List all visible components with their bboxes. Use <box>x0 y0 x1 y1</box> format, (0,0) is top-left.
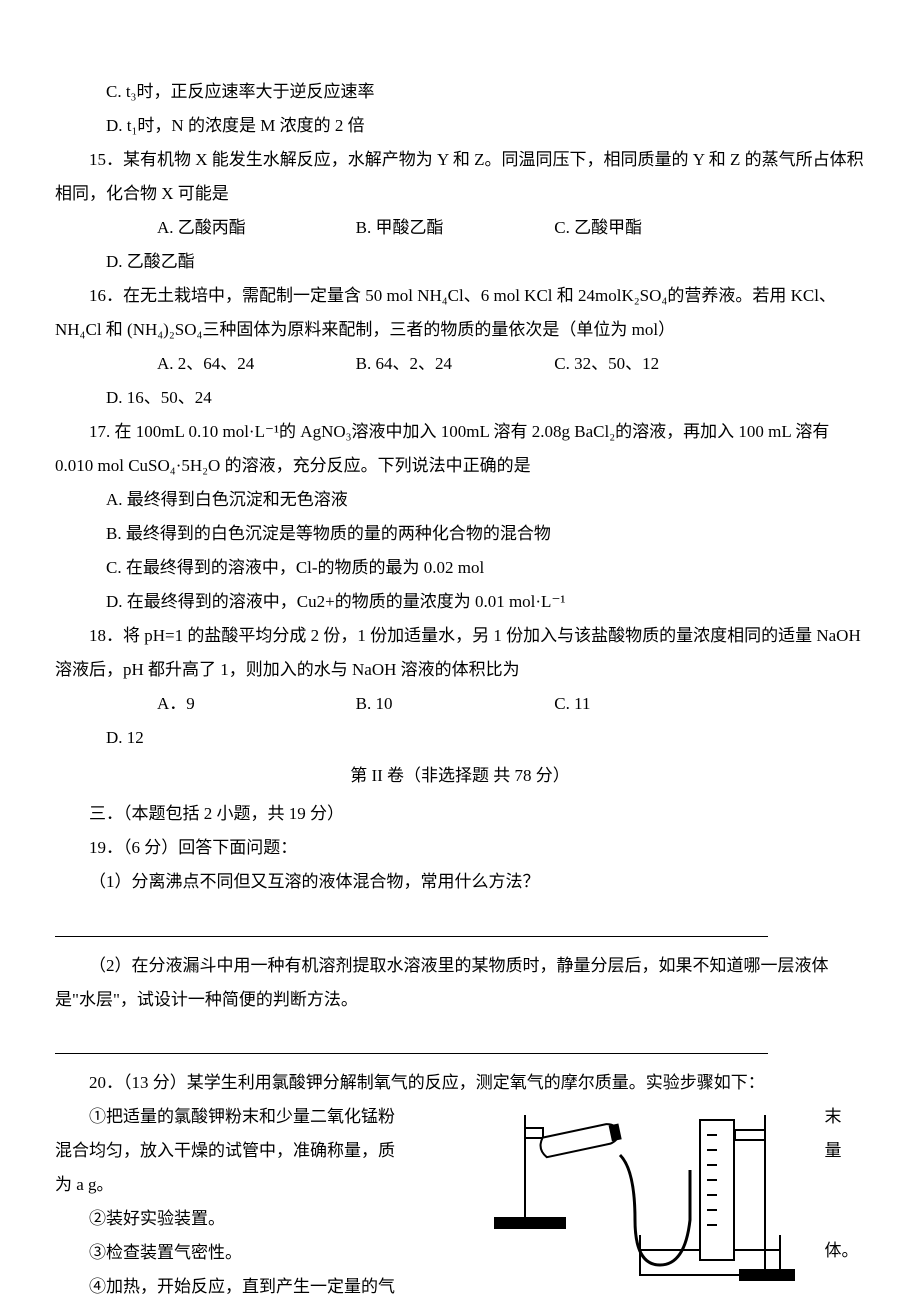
q15-opt-a: A. 乙酸丙酯 <box>106 211 300 245</box>
q19-p1: （1）分离沸点不同但又互溶的液体混合物，常用什么方法？ <box>55 865 865 899</box>
q16-stem: 16．在无土栽培中，需配制一定量含 50 mol NH₄Cl、6 mol KCl… <box>55 279 865 347</box>
q19-head: 19．（6 分）回答下面问题： <box>55 831 865 865</box>
q20-s4: ③检查装置气密性。 <box>55 1236 476 1270</box>
q15-stem: 15．某有机物 X 能发生水解反应，水解产物为 Y 和 Z。同温同压下，相同质量… <box>55 143 865 211</box>
section3-header: 三．（本题包括 2 小题，共 19 分） <box>55 797 865 831</box>
q17-opt-c: C. 在最终得到的溶液中，Cl-的物质的最为 0.02 mol <box>55 551 865 585</box>
q20-s1-left: ①把适量的氯酸钾粉末和少量二氧化锰粉 <box>55 1100 476 1134</box>
q20-s5-right: 体。 <box>825 1234 866 1268</box>
q18-stem: 18．将 pH=1 的盐酸平均分成 2 份，1 份加适量水，另 1 份加入与该盐… <box>55 619 865 687</box>
q17-opt-a: A. 最终得到白色沉淀和无色溶液 <box>55 483 865 517</box>
q15-options: A. 乙酸丙酯 B. 甲酸乙酯 C. 乙酸甲酯 D. 乙酸乙酯 <box>55 211 865 279</box>
q15-opt-d: D. 乙酸乙酯 <box>55 245 249 279</box>
q17-stem: 17. 在 100mL 0.10 mol·L⁻¹的 AgNO₃溶液中加入 100… <box>55 415 865 483</box>
q19-p2: （2）在分液漏斗中用一种有机溶剂提取水溶液里的某物质时，静量分层后，如果不知道哪… <box>55 949 865 1017</box>
q18-opt-b: B. 10 <box>305 687 499 721</box>
q17-opt-b: B. 最终得到的白色沉淀是等物质的量的两种化合物的混合物 <box>55 517 865 551</box>
q18-opt-d: D. 12 <box>55 721 249 755</box>
q16-opt-a: A. 2、64、24 <box>106 347 300 381</box>
q17-opt-d: D. 在最终得到的溶液中，Cu2+的物质的量浓度为 0.01 mol·L⁻¹ <box>55 585 865 619</box>
apparatus-figure <box>485 1100 795 1300</box>
q14-option-d: D. t₁时，N 的浓度是 M 浓度的 2 倍 <box>55 109 865 143</box>
q16-options: A. 2、64、24 B. 64、2、24 C. 32、50、12 D. 16、… <box>55 347 865 415</box>
q20-s5-left: ④加热，开始反应，直到产生一定量的气 <box>55 1270 476 1304</box>
q20-s2-left: 混合均匀，放入干燥的试管中，准确称量，质 <box>55 1134 476 1168</box>
answer-blank-2 <box>55 1029 768 1055</box>
q18-opt-a: A．9 <box>106 687 300 721</box>
q15-opt-b: B. 甲酸乙酯 <box>305 211 499 245</box>
q15-opt-c: C. 乙酸甲酯 <box>503 211 697 245</box>
q16-opt-d: D. 16、50、24 <box>55 381 249 415</box>
q14-option-c: C. t₃时，正反应速率大于逆反应速率 <box>55 75 865 109</box>
q20-s1-right: 末 <box>825 1100 866 1134</box>
part2-title: 第 II 卷（非选择题 共 78 分） <box>55 759 865 793</box>
q20-s2-right: 量 <box>825 1134 866 1168</box>
q20-wrap: ①把适量的氯酸钾粉末和少量二氧化锰粉 混合均匀，放入干燥的试管中，准确称量，质 … <box>55 1100 865 1304</box>
q16-opt-b: B. 64、2、24 <box>305 347 499 381</box>
q20-s3: ②装好实验装置。 <box>55 1202 476 1236</box>
q20-s2b: 为 a g。 <box>55 1168 476 1202</box>
q18-options: A．9 B. 10 C. 11 D. 12 <box>55 687 865 755</box>
answer-blank-1 <box>55 911 768 937</box>
q16-opt-c: C. 32、50、12 <box>503 347 697 381</box>
q18-opt-c: C. 11 <box>503 687 697 721</box>
q20-head: 20．（13 分）某学生利用氯酸钾分解制氧气的反应，测定氧气的摩尔质量。实验步骤… <box>55 1066 865 1100</box>
